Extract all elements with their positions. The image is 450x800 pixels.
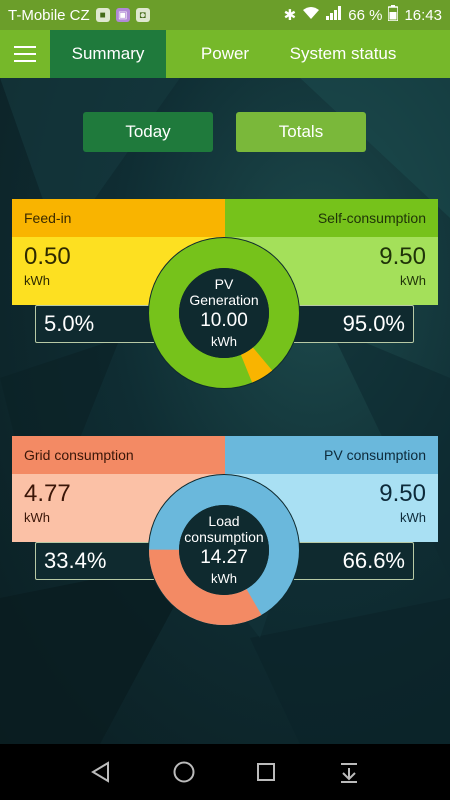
pv-consumption-percent-box: 66.6% bbox=[290, 542, 414, 580]
grid-consumption-unit: kWh bbox=[24, 510, 50, 525]
pv-generation-unit: kWh bbox=[211, 334, 237, 349]
feed-in-percent-box: 5.0% bbox=[35, 305, 160, 343]
tab-power[interactable]: Power bbox=[200, 44, 250, 63]
today-button[interactable]: Today bbox=[83, 112, 213, 152]
pv-feed-in-arc bbox=[149, 238, 299, 388]
tab-summary[interactable]: Summary bbox=[50, 30, 166, 78]
carrier-label: T-Mobile CZ bbox=[8, 6, 90, 24]
self-consumption-label: Self-consumption bbox=[317, 210, 426, 226]
battery-percent: 66 % bbox=[348, 6, 383, 24]
load-consumption-center: Load consumption 14.27 kWh bbox=[148, 474, 300, 626]
gallery-notification-icon: ▣ bbox=[115, 8, 130, 22]
self-consumption-unit: kWh bbox=[400, 273, 426, 288]
pv-generation-title-2: Generation bbox=[189, 292, 259, 308]
system-navigation-bar bbox=[0, 744, 450, 800]
feed-in-header: Feed-in bbox=[12, 199, 225, 237]
pv-generation-donut: PV Generation 10.00 kWh bbox=[148, 237, 300, 389]
feed-in-value: 0.50 bbox=[24, 243, 71, 270]
grid-consumption-label: Grid consumption bbox=[24, 447, 134, 463]
signal-icon bbox=[326, 6, 342, 24]
clock: 16:43 bbox=[404, 6, 442, 24]
pv-consumption-label: PV consumption bbox=[324, 447, 426, 463]
status-bar: T-Mobile CZ ■ ▣ ◘ ✱ 66 % 16:43 bbox=[0, 0, 450, 30]
load-consumption-value: 14.27 bbox=[200, 547, 248, 568]
home-icon[interactable] bbox=[164, 752, 204, 792]
grid-consumption-percent-box: 33.4% bbox=[35, 542, 160, 580]
camera-notification-icon: ◘ bbox=[135, 8, 150, 22]
pv-generation-center: PV Generation 10.00 kWh bbox=[148, 237, 300, 389]
load-consumption-title-2: consumption bbox=[184, 529, 264, 545]
wifi-icon bbox=[302, 6, 320, 24]
tab-bar: Summary Power System status bbox=[0, 30, 450, 78]
pv-generation-value: 10.00 bbox=[200, 310, 248, 331]
totals-button[interactable]: Totals bbox=[236, 112, 366, 152]
load-grid-arc bbox=[149, 475, 299, 625]
back-icon[interactable] bbox=[81, 752, 121, 792]
recents-icon[interactable] bbox=[246, 752, 286, 792]
feed-in-unit: kWh bbox=[24, 273, 50, 288]
grid-consumption-percent: 33.4% bbox=[44, 548, 107, 573]
notification-pull-icon[interactable] bbox=[329, 752, 369, 792]
pv-self-consumption-arc bbox=[149, 238, 299, 388]
hamburger-menu-icon[interactable] bbox=[0, 30, 50, 78]
pv-generation-title-1: PV bbox=[214, 276, 234, 292]
battery-icon bbox=[387, 5, 400, 25]
self-consumption-percent-box: 95.0% bbox=[290, 305, 414, 343]
self-consumption-header: Self-consumption bbox=[225, 199, 438, 237]
feed-in-percent: 5.0% bbox=[44, 311, 95, 336]
pv-consumption-value: 9.50 bbox=[379, 480, 426, 507]
feed-in-label: Feed-in bbox=[24, 210, 72, 226]
load-consumption-donut: Load consumption 14.27 kWh bbox=[148, 474, 300, 626]
self-consumption-percent: 95.0% bbox=[342, 311, 405, 336]
pv-consumption-unit: kWh bbox=[400, 510, 426, 525]
tab-system-status[interactable]: System status bbox=[289, 44, 397, 63]
load-consumption-title-1: Load bbox=[208, 513, 240, 529]
grid-consumption-value: 4.77 bbox=[24, 480, 71, 507]
load-consumption-unit: kWh bbox=[211, 571, 237, 586]
bluetooth-icon: ✱ bbox=[283, 7, 297, 24]
background bbox=[0, 78, 450, 744]
pv-consumption-header: PV consumption bbox=[225, 436, 438, 474]
grid-consumption-header: Grid consumption bbox=[12, 436, 225, 474]
pv-consumption-percent: 66.6% bbox=[342, 548, 405, 573]
app-notification-icon: ■ bbox=[95, 8, 110, 22]
self-consumption-value: 9.50 bbox=[379, 243, 426, 270]
